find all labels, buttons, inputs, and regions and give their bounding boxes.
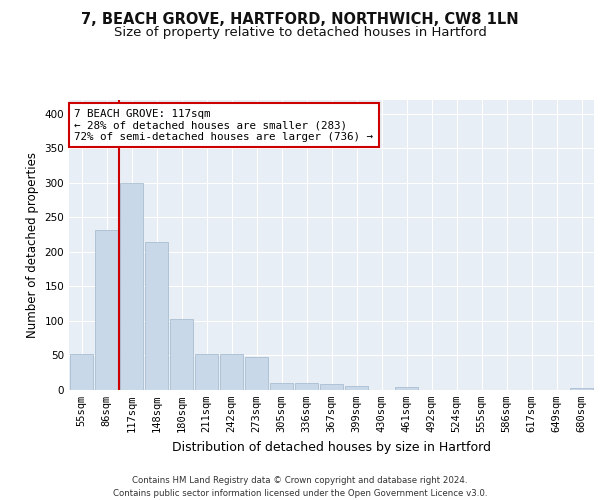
Bar [145,242,169,390]
Text: Contains public sector information licensed under the Open Government Licence v3: Contains public sector information licen… [113,489,487,498]
X-axis label: Distribution of detached houses by size in Hartford: Distribution of detached houses by size … [172,440,491,454]
Bar [295,383,319,390]
Bar [320,384,343,390]
Bar [70,354,94,390]
Bar [395,386,418,390]
Bar [95,230,118,390]
Bar [194,354,218,390]
Bar [344,386,368,390]
Text: 7 BEACH GROVE: 117sqm
← 28% of detached houses are smaller (283)
72% of semi-det: 7 BEACH GROVE: 117sqm ← 28% of detached … [74,108,373,142]
Text: Contains HM Land Registry data © Crown copyright and database right 2024.: Contains HM Land Registry data © Crown c… [132,476,468,485]
Bar [569,388,593,390]
Y-axis label: Number of detached properties: Number of detached properties [26,152,39,338]
Text: Size of property relative to detached houses in Hartford: Size of property relative to detached ho… [113,26,487,39]
Text: 7, BEACH GROVE, HARTFORD, NORTHWICH, CW8 1LN: 7, BEACH GROVE, HARTFORD, NORTHWICH, CW8… [81,12,519,28]
Bar [170,319,193,390]
Bar [220,354,244,390]
Bar [119,183,143,390]
Bar [269,383,293,390]
Bar [245,357,268,390]
